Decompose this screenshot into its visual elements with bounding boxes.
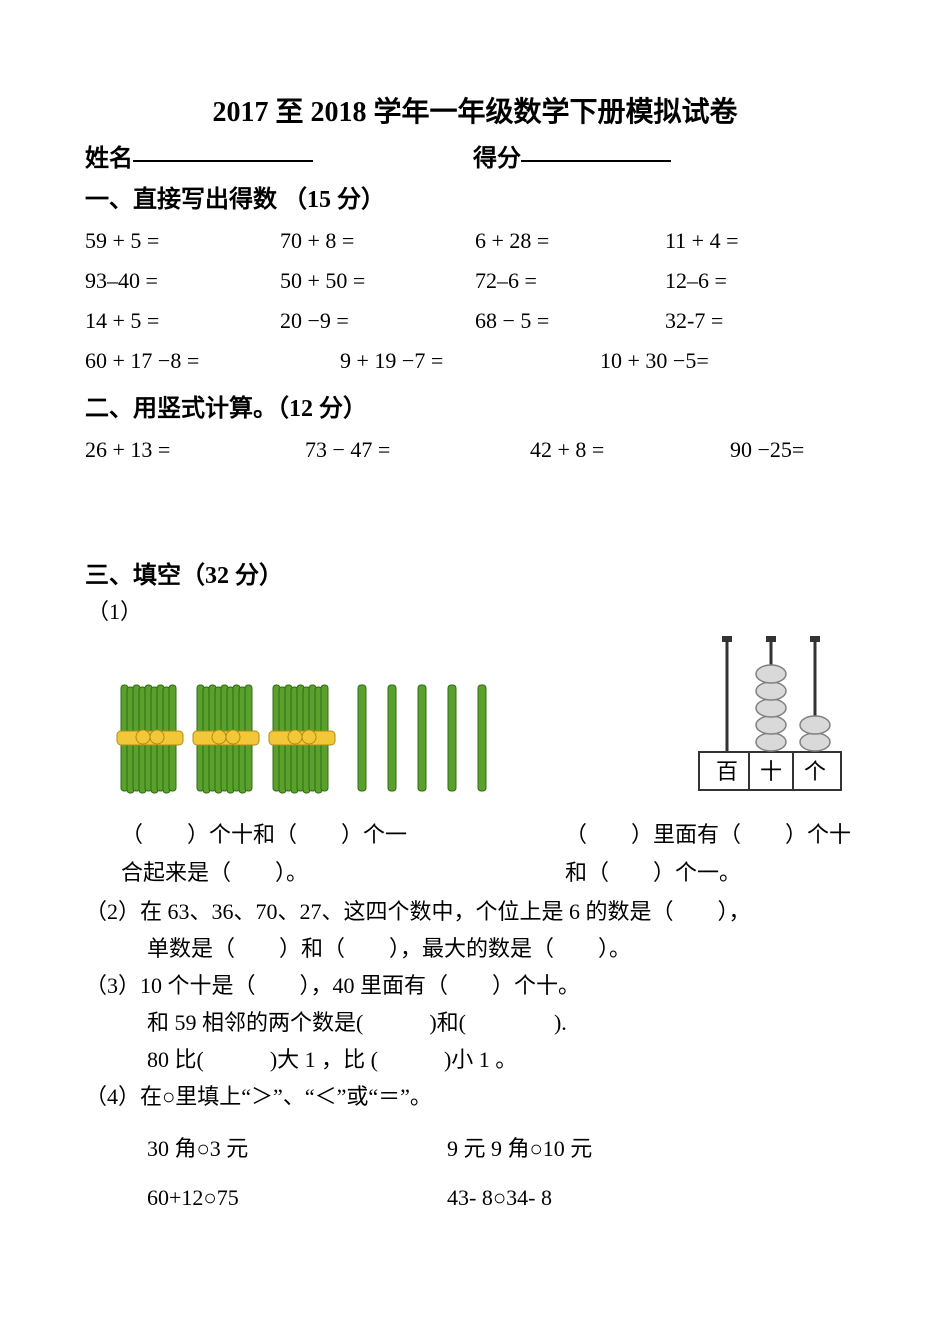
q3-line2: 和 59 相邻的两个数是( )和( ). [85, 1006, 865, 1039]
compare-item: 43- 8○34- 8 [447, 1185, 552, 1211]
section1-heading: 一、直接写出得数 （15 分） [85, 179, 865, 214]
eq-row: 14 + 5 = 20 −9 = 68 − 5 = 32-7 = [85, 308, 865, 334]
equation: 42 + 8 = [530, 437, 730, 463]
q1-left-line1: （ ）个十和（ ）个一 [121, 817, 505, 849]
q1-fill: （ ）个十和（ ）个一 合起来是（ ）。 （ ）里面有（ ）个十 和（ ）个一。 [85, 817, 865, 887]
equation: 90 −25= [730, 437, 870, 463]
equation: 26 + 13 = [85, 437, 305, 463]
q4-row1: 30 角○3 元 9 元 9 角○10 元 [147, 1131, 865, 1163]
q3-line3: 80 比( )大 1 ，比 ( )小 1 。 [85, 1043, 865, 1076]
q2-line2: 单数是（ ）和（ ），最大的数是（ ）。 [85, 932, 865, 965]
eq-row: 60 + 17 −8 = 9 + 19 −7 = 10 + 30 −5= [85, 348, 865, 374]
page-title: 2017 至 2018 学年一年级数学下册模拟试卷 [85, 90, 865, 130]
svg-text:个: 个 [804, 759, 826, 784]
eq-row: 93–40 = 50 + 50 = 72–6 = 12–6 = [85, 268, 865, 294]
equation: 93–40 = [85, 268, 280, 294]
svg-text:百: 百 [716, 759, 738, 784]
header-row: 姓名 得分 [85, 138, 865, 173]
equation: 9 + 19 −7 = [340, 348, 600, 374]
section3-heading: 三、填空（32 分） [85, 555, 865, 590]
equation: 32-7 = [665, 308, 845, 334]
name-label: 姓名 [85, 138, 133, 173]
q3-line1: （3）10 个十是（ ），40 里面有（ ）个十。 [85, 969, 865, 1002]
equation: 70 + 8 = [280, 228, 475, 254]
q4-row2: 60+12○75 43- 8○34- 8 [147, 1185, 865, 1211]
q1-right-line2: 和（ ）个一。 [565, 855, 851, 887]
equation: 50 + 50 = [280, 268, 475, 294]
q4-heading: （4）在○里填上“＞”、“＜”或“＝”。 [85, 1080, 865, 1113]
abacus-figure: 百十个 [695, 634, 845, 799]
eq-row: 59 + 5 = 70 + 8 = 6 + 28 = 11 + 4 = [85, 228, 865, 254]
equation: 20 −9 = [280, 308, 475, 334]
equation: 11 + 4 = [665, 228, 845, 254]
compare-item: 60+12○75 [147, 1185, 447, 1211]
section2-heading: 二、用竖式计算。（12 分） [85, 388, 865, 423]
equation: 14 + 5 = [85, 308, 280, 334]
counting-sticks-figure [85, 679, 565, 799]
q1-left-line2: 合起来是（ ）。 [121, 855, 505, 887]
q1-label: （1） [87, 594, 865, 626]
compare-item: 9 元 9 角○10 元 [447, 1131, 592, 1163]
equation: 73 − 47 = [305, 437, 530, 463]
equation: 6 + 28 = [475, 228, 665, 254]
svg-text:十: 十 [760, 759, 782, 784]
name-blank[interactable] [133, 138, 313, 162]
eq-row: 26 + 13 = 73 − 47 = 42 + 8 = 90 −25= [85, 437, 865, 463]
equation: 68 − 5 = [475, 308, 665, 334]
equation: 59 + 5 = [85, 228, 280, 254]
score-label: 得分 [473, 138, 521, 173]
q2-line1: （2）在 63、36、70、27、这四个数中，个位上是 6 的数是（ ）， [85, 895, 865, 928]
q1-right-line1: （ ）里面有（ ）个十 [565, 817, 851, 849]
equation: 72–6 = [475, 268, 665, 294]
figures-row: 百十个 [85, 634, 865, 799]
compare-item: 30 角○3 元 [147, 1131, 447, 1163]
equation: 12–6 = [665, 268, 845, 294]
equation: 60 + 17 −8 = [85, 348, 340, 374]
equation: 10 + 30 −5= [600, 348, 840, 374]
score-blank[interactable] [521, 138, 671, 162]
